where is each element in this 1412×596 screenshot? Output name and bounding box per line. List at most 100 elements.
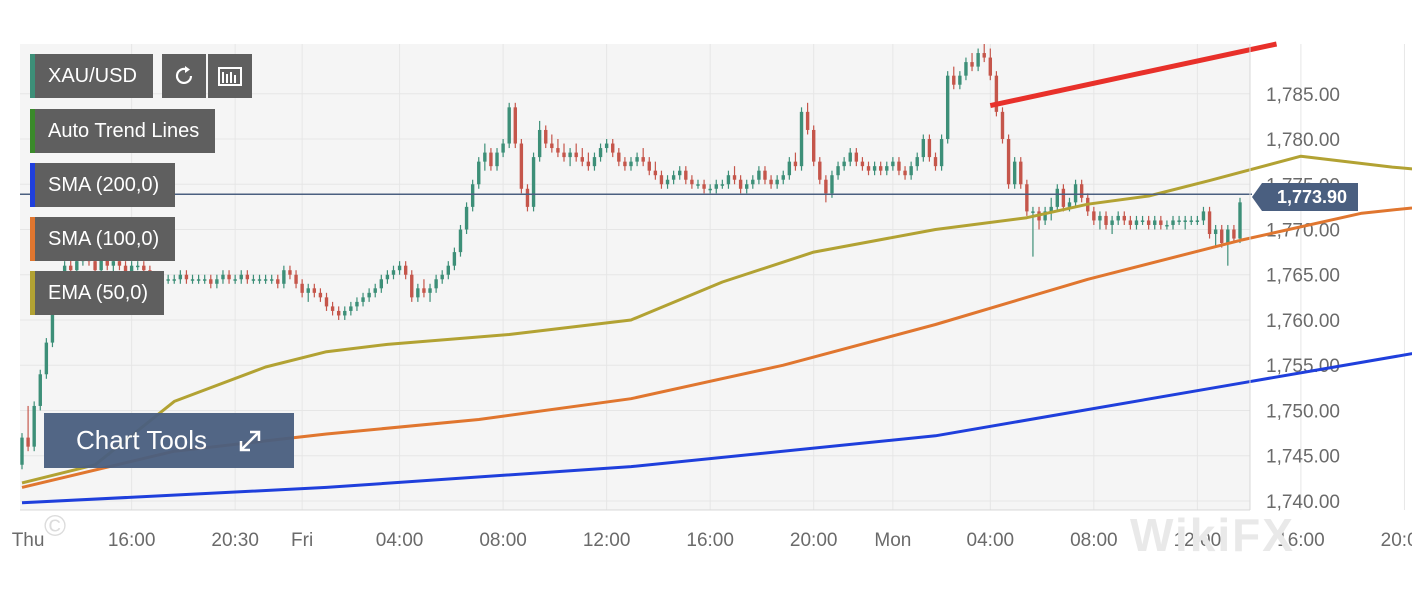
candle-body — [1134, 220, 1139, 225]
candle-body — [50, 306, 55, 343]
candle-body — [1092, 211, 1096, 221]
candle-body — [434, 279, 438, 289]
legend-swatch — [30, 54, 35, 98]
candle-body — [970, 62, 974, 67]
candle-body — [684, 170, 688, 180]
candle-body — [671, 175, 676, 180]
candle-body — [611, 143, 615, 153]
legend-sma100[interactable]: SMA (100,0) — [30, 217, 176, 261]
candle-body — [452, 252, 457, 266]
candle-body — [604, 143, 609, 149]
watermark: WikiFX — [1130, 509, 1295, 561]
candle-body — [958, 75, 962, 85]
y-tick-label: 1,745.00 — [1266, 447, 1340, 468]
refresh-button[interactable] — [162, 54, 206, 98]
candle-body — [142, 265, 146, 271]
candle-body — [659, 175, 664, 185]
candle-body — [1146, 220, 1151, 225]
candle-body — [1183, 220, 1187, 222]
legend-sma200[interactable]: SMA (200,0) — [30, 163, 176, 207]
candle-body — [269, 279, 274, 281]
candle-body — [1000, 111, 1005, 140]
candle-body — [1110, 220, 1114, 225]
candle-body — [1098, 215, 1102, 221]
legend-ema50-label: EMA (50,0) — [48, 282, 149, 304]
candle-body — [519, 143, 524, 189]
candle-body — [1153, 220, 1157, 225]
candle-body — [763, 170, 767, 180]
candle-body — [586, 161, 591, 167]
candle-body — [745, 184, 749, 189]
candle-body — [647, 161, 651, 171]
chart-tools-button[interactable]: Chart Tools — [44, 413, 294, 468]
candle-body — [525, 188, 530, 207]
x-tick-label: Fri — [291, 530, 313, 551]
legend-symbol[interactable]: XAU/USD — [30, 54, 153, 98]
candle-body — [495, 152, 499, 167]
candle-body — [1049, 206, 1053, 212]
candle-body — [367, 292, 371, 298]
candle-body — [123, 265, 128, 275]
candle-body — [239, 274, 243, 280]
candle-body — [1031, 211, 1035, 213]
x-tick-label: 20:00 — [1381, 530, 1412, 551]
legend-swatch — [30, 109, 35, 153]
candle-body — [617, 152, 621, 162]
candle-body — [32, 405, 36, 447]
candle-body — [1171, 220, 1175, 225]
candle-body — [215, 279, 219, 284]
candles-icon — [218, 67, 242, 86]
candle-body — [1067, 202, 1072, 207]
candle-body — [891, 161, 895, 167]
candle-body — [757, 170, 761, 180]
legend-ema50[interactable]: EMA (50,0) — [30, 271, 165, 315]
candle-body — [105, 256, 109, 266]
legend-auto-trend-lines[interactable]: Auto Trend Lines — [30, 109, 216, 153]
candle-body — [300, 283, 304, 293]
candle-body — [1226, 229, 1230, 244]
candle-body — [312, 288, 317, 293]
candle-body — [751, 179, 755, 185]
candle-body — [580, 157, 584, 162]
y-tick-label: 1,770.00 — [1266, 220, 1340, 241]
x-tick-label: 08:00 — [1070, 530, 1118, 551]
candle-body — [939, 139, 944, 167]
candle-body — [787, 161, 792, 176]
candle-body — [391, 270, 396, 275]
candle-body — [830, 175, 834, 194]
legend-symbol-label: XAU/USD — [48, 65, 137, 87]
x-tick-label: 16:00 — [686, 530, 734, 551]
y-tick-label: 1,750.00 — [1266, 401, 1340, 422]
candle-body — [544, 129, 548, 144]
candle-body — [793, 161, 798, 167]
candle-body — [678, 170, 682, 176]
candles-button[interactable] — [208, 54, 252, 98]
refresh-icon — [175, 66, 193, 85]
candle-body — [696, 184, 700, 186]
legend-sma200-label: SMA (200,0) — [48, 174, 160, 196]
candle-body — [99, 256, 103, 271]
x-tick-label: Thu — [12, 530, 45, 551]
candle-body — [976, 53, 980, 67]
candle-body — [251, 279, 256, 281]
legend-trend-label: Auto Trend Lines — [48, 120, 200, 142]
candle-body — [690, 179, 694, 185]
candle-body — [324, 297, 329, 307]
candle-body — [1012, 161, 1017, 185]
candle-body — [379, 279, 384, 289]
candle-body — [537, 129, 542, 158]
candle-body — [1122, 215, 1126, 221]
candle-body — [1140, 220, 1145, 222]
candle-body — [812, 129, 816, 162]
candle-body — [221, 274, 225, 280]
x-tick-label: Mon — [874, 530, 911, 551]
candle-body — [1104, 215, 1108, 225]
candle-body — [738, 179, 743, 189]
candle-body — [629, 161, 633, 167]
candle-body — [994, 75, 999, 112]
x-tick-label: 16:00 — [1277, 530, 1325, 551]
y-tick-label: 1,780.00 — [1266, 130, 1340, 151]
candle-body — [227, 274, 231, 280]
candle-body — [982, 53, 986, 58]
candle-body — [464, 206, 469, 230]
